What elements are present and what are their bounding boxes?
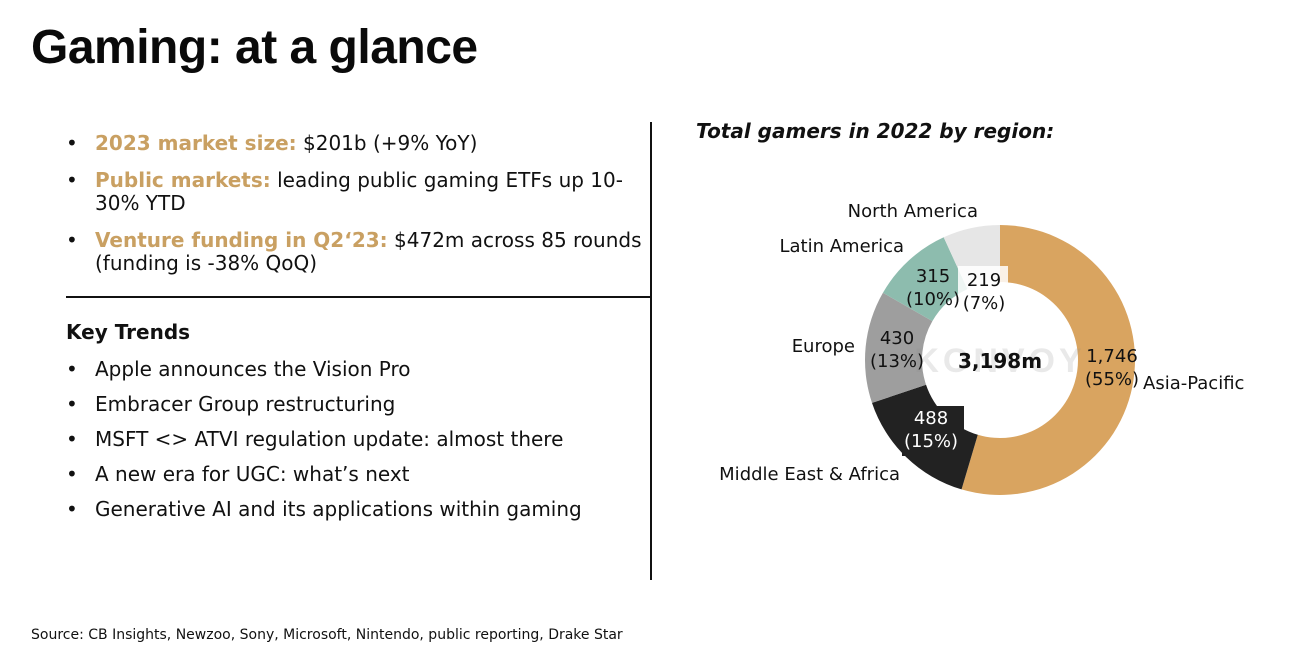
slice-value-label: 1,746 (55%)	[1085, 346, 1139, 390]
chart-title: Total gamers in 2022 by region:	[696, 119, 1055, 143]
highlight-text: $472m across 85 rounds (funding is -38% …	[95, 228, 642, 275]
slice-value-label: 315 (10%)	[906, 266, 960, 310]
trend-item: Generative AI and its applications withi…	[66, 498, 582, 522]
slice-region-label: Middle East & Africa	[719, 464, 900, 485]
slice-region-label: Europe	[792, 336, 855, 357]
source-footnote: Source: CB Insights, Newzoo, Sony, Micro…	[31, 627, 623, 643]
trend-item: Embracer Group restructuring	[66, 393, 582, 417]
slice-asia-pacific	[961, 225, 1135, 496]
watermark: KONVOY	[914, 342, 1085, 380]
trend-item: Apple announces the Vision Pro	[66, 358, 582, 382]
highlight-label: Venture funding in Q2‘23:	[95, 228, 388, 252]
highlight-label: Public markets:	[95, 168, 271, 192]
slice-region-label: North America	[848, 201, 978, 222]
donut-chart: KONVOY 3,198m 1,746 (55%) Asia-Pacific 488(…	[719, 201, 1244, 496]
trend-item: A new era for UGC: what’s next	[66, 463, 582, 487]
section-divider	[66, 296, 650, 298]
north-america-label-box	[958, 266, 1008, 314]
slice-region-label: Asia-Pacific	[1143, 373, 1244, 394]
highlight-venture-funding: Venture funding in Q2‘23: $472m across 8…	[66, 229, 650, 275]
slice-value-label: 488 (15%)	[904, 408, 958, 452]
column-divider	[650, 122, 652, 580]
mea-label-box	[902, 406, 964, 456]
slice-europe	[865, 292, 933, 403]
slice-value-label: 430 (13%)	[870, 328, 924, 372]
highlight-public-markets: Public markets: leading public gaming ET…	[66, 169, 650, 215]
donut-labels: 1,746 (55%) Asia-Pacific 488 (15%)Middle Eas…	[719, 201, 1244, 485]
highlights-list: 2023 market size: $201b (+9% YoY) Public…	[66, 132, 650, 289]
slice-region-label: Latin America	[780, 236, 905, 257]
trend-item: MSFT <> ATVI regulation update: almost t…	[66, 428, 582, 452]
key-trends-heading: Key Trends	[66, 320, 191, 344]
page-title: Gaming: at a glance	[31, 21, 478, 74]
highlight-text: $201b (+9% YoY)	[296, 131, 478, 155]
slice-value-label: 219 (7%)	[963, 270, 1006, 314]
slice-latin-america	[882, 237, 968, 322]
highlight-label: 2023 market size:	[95, 131, 297, 155]
highlight-text: leading public gaming ETFs up 10-30% YTD	[95, 168, 623, 215]
highlight-market-size: 2023 market size: $201b (+9% YoY)	[66, 131, 650, 156]
donut-center-total: 3,198m	[958, 349, 1042, 373]
key-trends-list: Apple announces the Vision Pro Embracer …	[66, 358, 582, 533]
